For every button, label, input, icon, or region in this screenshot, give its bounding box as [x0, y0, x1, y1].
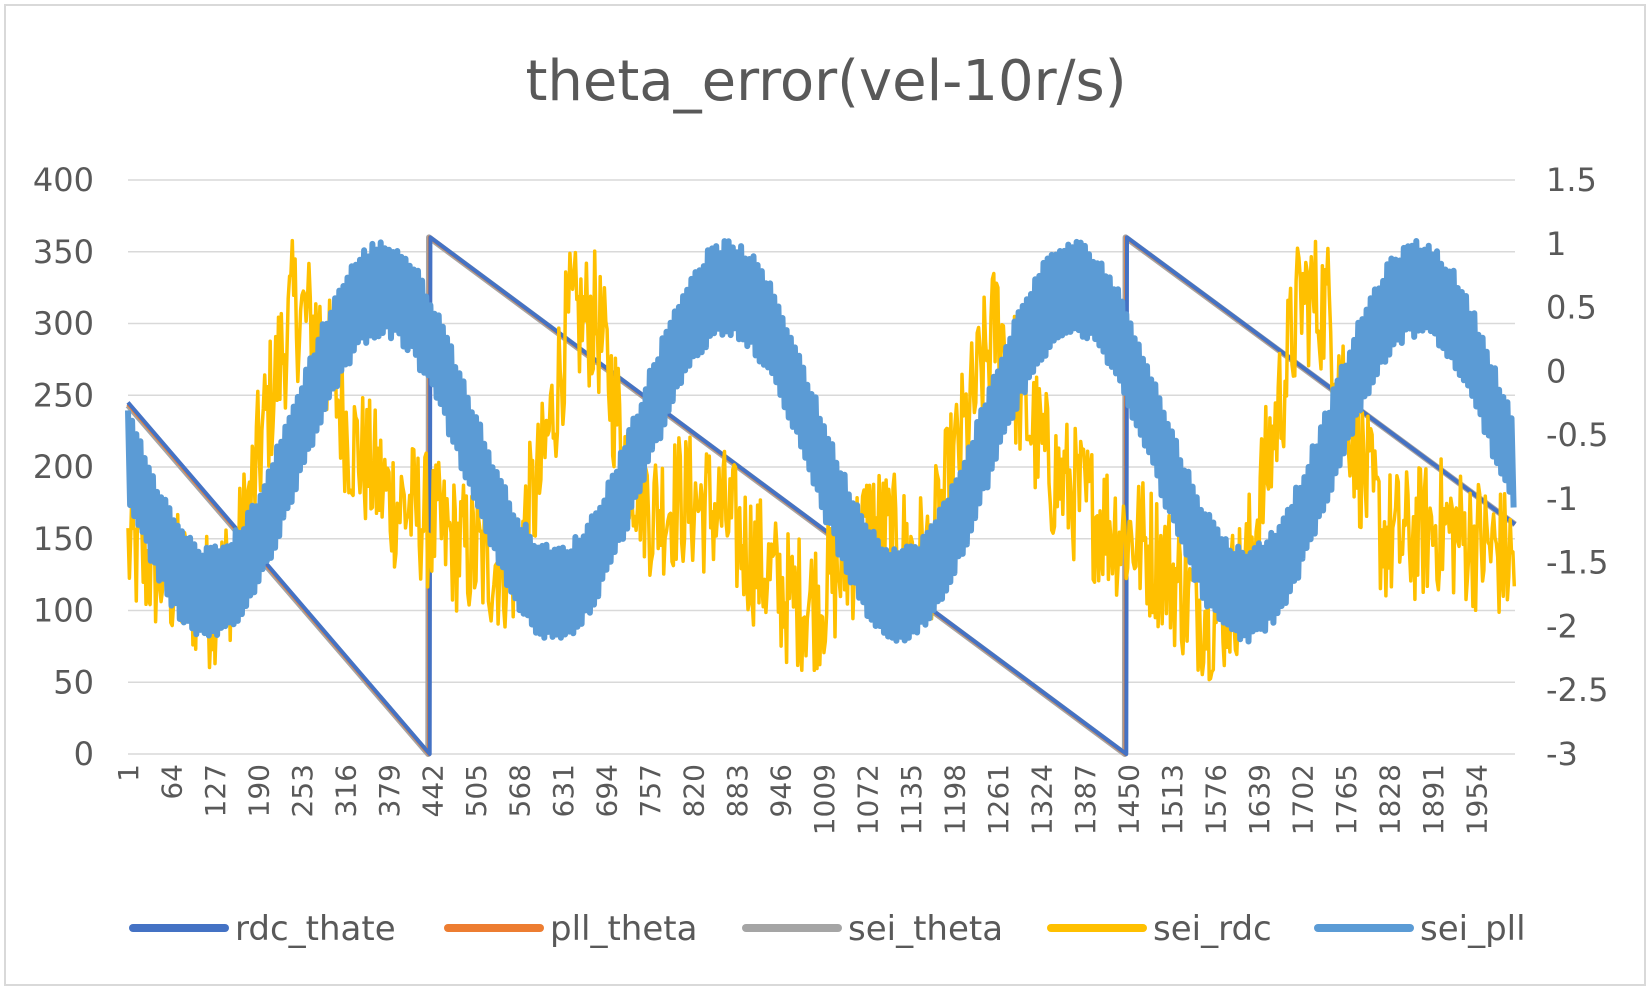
- x-tick-label: 1198: [938, 764, 971, 835]
- x-tick-label: 883: [721, 764, 754, 817]
- x-tick-label: 127: [199, 764, 232, 817]
- x-tick-label: 1324: [1025, 764, 1058, 835]
- x-tick-label: 1576: [1199, 764, 1232, 835]
- y-left-tick-label: 100: [33, 592, 94, 630]
- y-left-tick-label: 50: [53, 663, 94, 701]
- x-tick-label: 946: [764, 764, 797, 817]
- x-tick-label: 1954: [1460, 764, 1493, 835]
- y-right-tick-label: -3: [1546, 735, 1578, 773]
- x-tick-label: 1450: [1112, 764, 1145, 835]
- x-tick-label: 505: [460, 764, 493, 817]
- x-axis: 1 64 127 190 253 316 379 442 505 568 631 694 757 820 8…: [112, 764, 1493, 835]
- x-tick-label: 694: [590, 764, 623, 817]
- legend-label-pll_theta: pll_theta: [550, 909, 697, 949]
- series-line-sei_rdc: [126, 238, 1517, 682]
- x-tick-label: 820: [677, 764, 710, 817]
- x-tick-label: 1639: [1243, 764, 1276, 835]
- legend-label-sei_rdc: sei_rdc: [1153, 909, 1272, 949]
- legend: rdc_thate pll_theta sei_theta sei_rdc sei_pl…: [129, 909, 1526, 949]
- x-tick-label: 1135: [895, 764, 928, 835]
- x-tick-label: 1009: [808, 764, 841, 835]
- x-tick-label: 757: [634, 764, 667, 817]
- y-left-tick-label: 200: [33, 448, 94, 486]
- y-left-tick-label: 350: [33, 233, 94, 271]
- y-axis-right: -3 -2.5 -2 -1.5 -1 -0.5 0 0.5 1 1.5: [1546, 161, 1608, 773]
- x-tick-label: 631: [547, 764, 580, 817]
- series-line-sei_pll: [125, 238, 1517, 645]
- x-tick-label: 1387: [1069, 764, 1102, 835]
- chart-title: theta_error(vel-10r/s): [525, 49, 1126, 114]
- x-tick-label: 442: [416, 764, 449, 817]
- y-left-tick-label: 400: [33, 161, 94, 199]
- x-tick-label: 568: [503, 764, 536, 817]
- x-tick-label: 1891: [1417, 764, 1450, 835]
- x-tick-label: 64: [155, 764, 188, 800]
- y-right-tick-label: 1: [1546, 225, 1566, 263]
- plot-area: [125, 234, 1517, 757]
- y-right-tick-label: -2.5: [1546, 671, 1608, 709]
- legend-label-rdc_thate: rdc_thate: [235, 909, 396, 949]
- y-axis-left: 0 50 100 150 200 250 300 350 400: [33, 161, 94, 773]
- y-right-tick-label: -1.5: [1546, 544, 1608, 582]
- y-right-tick-label: -2: [1546, 607, 1578, 645]
- series-line-rdc_thate: [126, 235, 1517, 756]
- y-left-tick-label: 0: [74, 735, 94, 773]
- x-tick-label: 1513: [1156, 764, 1189, 835]
- y-left-tick-label: 300: [33, 305, 94, 343]
- y-left-tick-label: 250: [33, 376, 94, 414]
- x-tick-label: 1072: [851, 764, 884, 835]
- y-right-tick-label: 0: [1546, 352, 1566, 390]
- x-tick-label: 1261: [982, 764, 1015, 835]
- x-tick-label: 190: [242, 764, 275, 817]
- legend-label-sei_pll: sei_pll: [1420, 909, 1526, 949]
- x-tick-label: 1828: [1373, 764, 1406, 835]
- x-tick-label: 1702: [1286, 764, 1319, 835]
- y-right-tick-label: 1.5: [1546, 161, 1597, 199]
- x-tick-label: 1: [112, 764, 145, 782]
- y-right-tick-label: -0.5: [1546, 416, 1608, 454]
- y-right-tick-label: 0.5: [1546, 289, 1597, 327]
- x-tick-label: 316: [329, 764, 362, 817]
- legend-label-sei_theta: sei_theta: [848, 909, 1003, 949]
- y-left-tick-label: 150: [33, 520, 94, 558]
- y-right-tick-label: -1: [1546, 480, 1578, 518]
- x-tick-label: 379: [373, 764, 406, 817]
- x-tick-label: 253: [286, 764, 319, 817]
- x-tick-label: 1765: [1330, 764, 1363, 835]
